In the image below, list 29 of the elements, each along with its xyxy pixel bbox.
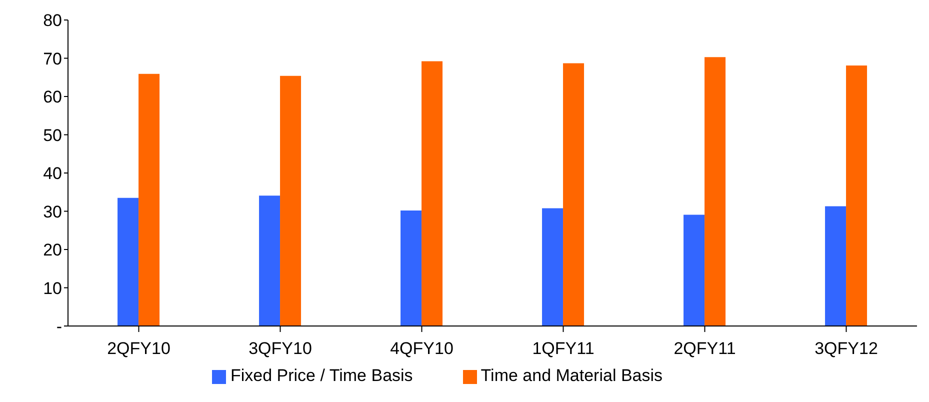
x-tick-label: 4QFY10 <box>390 339 454 358</box>
bar <box>422 61 443 326</box>
x-tick-label: 1QFY11 <box>532 339 594 358</box>
bar <box>684 214 705 326</box>
bar <box>704 57 726 326</box>
x-tick-label: 2QFY10 <box>107 339 170 358</box>
bar <box>138 74 160 326</box>
y-tick-label: 80 <box>43 11 62 30</box>
x-tick-label: 2QFY11 <box>674 339 736 358</box>
bar <box>542 208 564 326</box>
bar <box>846 66 868 326</box>
y-tick-label: 60 <box>43 88 62 107</box>
bar <box>563 63 584 326</box>
bar <box>280 76 302 326</box>
y-tick-label: 10 <box>43 278 62 298</box>
y-tick-label: 70 <box>43 49 62 68</box>
y-tick-label: 20 <box>43 240 62 260</box>
x-tick-label: 3QFY12 <box>814 339 878 358</box>
bar <box>118 198 139 326</box>
y-tick-label: - <box>56 317 62 336</box>
y-tick-label: 40 <box>43 164 62 184</box>
legend-label: Fixed Price / Time Basis <box>230 366 413 385</box>
legend-label: Time and Material Basis <box>480 366 663 385</box>
y-tick-label: 50 <box>43 126 62 145</box>
bar <box>825 206 846 326</box>
bar <box>400 210 422 326</box>
bar <box>259 196 280 326</box>
y-tick-label: 30 <box>43 202 62 222</box>
x-tick-label: 3QFY10 <box>248 339 312 358</box>
